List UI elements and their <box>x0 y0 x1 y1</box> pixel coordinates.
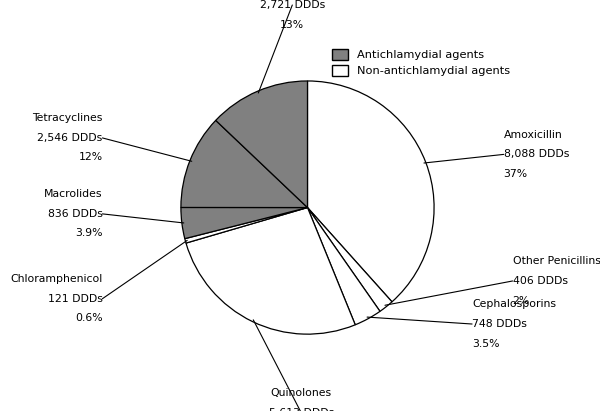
Text: 748 DDDs: 748 DDDs <box>472 319 527 329</box>
Wedge shape <box>185 208 308 243</box>
Wedge shape <box>308 208 380 325</box>
Text: Other Penicillins: Other Penicillins <box>512 256 600 266</box>
Wedge shape <box>308 208 392 312</box>
Text: 3.9%: 3.9% <box>75 229 103 238</box>
Text: 2,721 DDDs: 2,721 DDDs <box>260 0 325 10</box>
Text: 8,088 DDDs: 8,088 DDDs <box>504 149 569 159</box>
Legend: Antichlamydial agents, Non-antichlamydial agents: Antichlamydial agents, Non-antichlamydia… <box>332 48 511 76</box>
Text: Macrolides: Macrolides <box>44 189 103 199</box>
Text: Tetracyclines: Tetracyclines <box>32 113 103 123</box>
Wedge shape <box>181 120 308 208</box>
Wedge shape <box>216 81 308 208</box>
Text: 12%: 12% <box>79 152 103 162</box>
Text: 2,546 DDDs: 2,546 DDDs <box>37 133 103 143</box>
Text: Cephalosporins: Cephalosporins <box>472 300 556 309</box>
Text: Amoxicillin: Amoxicillin <box>504 130 562 140</box>
Text: Quinolones: Quinolones <box>271 388 332 398</box>
Wedge shape <box>186 208 355 334</box>
Text: 121 DDDs: 121 DDDs <box>47 294 103 304</box>
Text: Chloramphenicol: Chloramphenicol <box>10 274 103 284</box>
Wedge shape <box>181 208 308 239</box>
Text: 836 DDDs: 836 DDDs <box>47 209 103 219</box>
Text: 3.5%: 3.5% <box>472 339 500 349</box>
Text: 2%: 2% <box>512 296 530 305</box>
Text: 13%: 13% <box>280 20 304 30</box>
Text: 37%: 37% <box>504 169 528 179</box>
Text: 406 DDDs: 406 DDDs <box>512 276 568 286</box>
Wedge shape <box>307 81 434 302</box>
Text: 0.6%: 0.6% <box>75 313 103 323</box>
Text: 5,613 DDDs: 5,613 DDDs <box>269 408 334 411</box>
